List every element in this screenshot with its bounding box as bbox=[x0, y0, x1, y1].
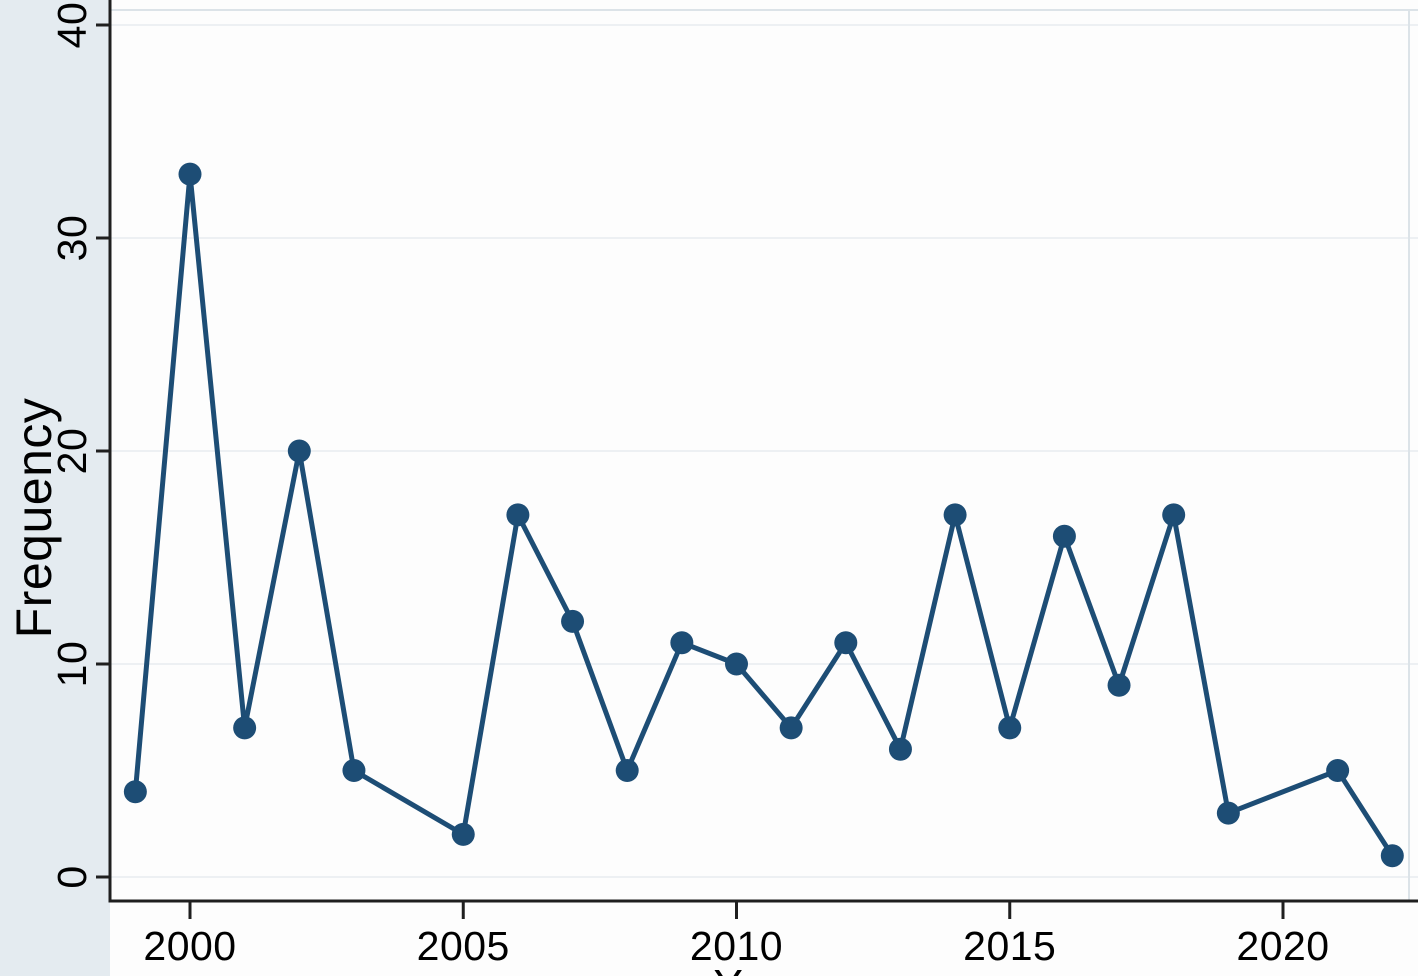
data-point-2006 bbox=[506, 503, 530, 527]
data-point-2014 bbox=[943, 503, 967, 527]
y-tick-label-10: 10 bbox=[49, 641, 95, 688]
data-point-2021 bbox=[1326, 759, 1350, 782]
data-point-2013 bbox=[888, 737, 912, 761]
data-point-2007 bbox=[561, 609, 585, 633]
x-tick-label-2020: 2020 bbox=[1236, 923, 1329, 969]
data-point-2005 bbox=[451, 822, 475, 846]
x-tick-label-2005: 2005 bbox=[417, 923, 510, 969]
x-tick-label-2015: 2015 bbox=[963, 923, 1056, 969]
data-point-2009 bbox=[670, 631, 694, 655]
y-tick-label-40: 40 bbox=[49, 2, 95, 49]
frequency-line bbox=[132, 171, 1395, 859]
y-tick-label-0: 0 bbox=[49, 865, 95, 888]
x-tick-label-2000: 2000 bbox=[143, 923, 236, 969]
data-point-2003 bbox=[342, 759, 366, 782]
data-point-2018 bbox=[1162, 503, 1186, 527]
y-tick-label-30: 30 bbox=[49, 215, 95, 262]
data-point-2012 bbox=[834, 631, 858, 655]
data-point-1999 bbox=[123, 780, 147, 804]
data-point-2017 bbox=[1107, 673, 1131, 697]
data-point-2002 bbox=[287, 439, 311, 463]
x-axis-title-cutoff: Year bbox=[714, 961, 803, 976]
data-point-2011 bbox=[779, 716, 803, 740]
data-point-2001 bbox=[233, 716, 257, 740]
data-point-2022 bbox=[1380, 844, 1404, 868]
x-tick-label-2010: 2010 bbox=[690, 923, 783, 969]
y-tick-label-20: 20 bbox=[49, 428, 95, 475]
data-point-2008 bbox=[615, 759, 639, 782]
data-point-2019 bbox=[1216, 801, 1240, 825]
data-point-2015 bbox=[998, 716, 1022, 740]
y-axis-title: Frequency bbox=[6, 398, 62, 639]
data-point-2016 bbox=[1052, 524, 1076, 548]
data-point-2010 bbox=[725, 652, 748, 676]
data-point-2000 bbox=[178, 162, 202, 186]
